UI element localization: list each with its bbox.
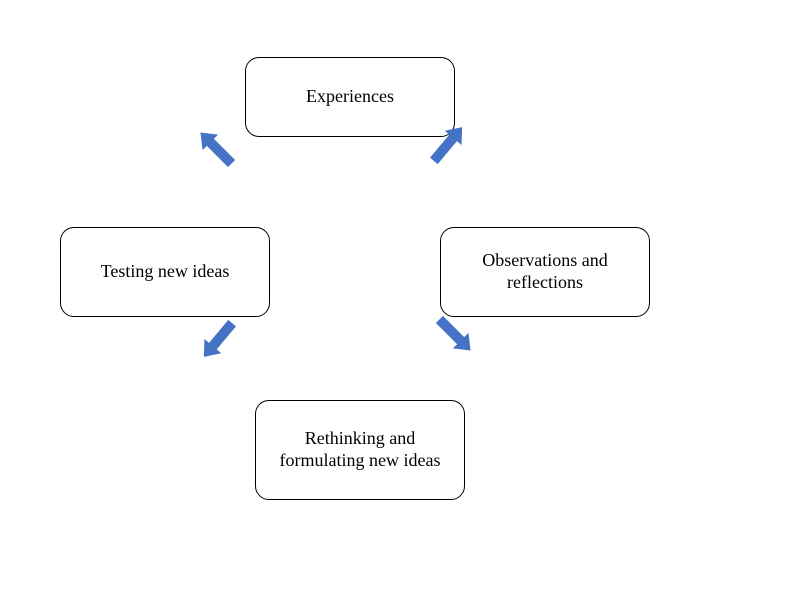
node-experiences: Experiences bbox=[245, 57, 455, 137]
node-rethinking: Rethinking and formulating new ideas bbox=[255, 400, 465, 500]
node-observations: Observations and reflections bbox=[440, 227, 650, 317]
arrow-rethinking-to-testing bbox=[207, 318, 229, 367]
node-label: Testing new ideas bbox=[101, 261, 230, 283]
diagram-canvas: Experiences Observations and reflections R… bbox=[0, 0, 800, 600]
arrow-testing-to-experiences bbox=[205, 126, 227, 175]
node-label: Observations and reflections bbox=[451, 250, 639, 293]
node-testing: Testing new ideas bbox=[60, 227, 270, 317]
node-label: Experiences bbox=[306, 86, 394, 108]
node-label: Rethinking and formulating new ideas bbox=[266, 428, 454, 471]
arrow-observations-to-rethinking bbox=[444, 313, 466, 362]
